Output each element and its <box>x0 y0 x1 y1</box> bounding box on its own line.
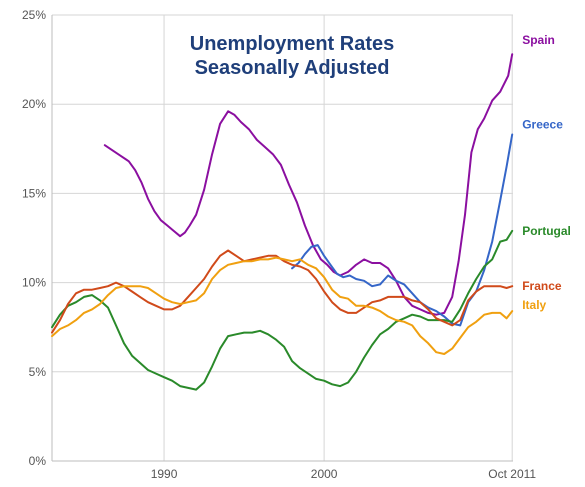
series-label-spain: Spain <box>522 33 555 47</box>
series-line-italy <box>51 256 514 355</box>
chart-title-line-1: Unemployment Rates <box>190 33 395 55</box>
y-tick-label-4: 20% <box>22 97 46 111</box>
series-labels: Spain Greece Portugal France Italy <box>522 33 571 312</box>
series-label-france: France <box>522 279 562 293</box>
x-tick-label-2: Oct 2011 <box>488 467 536 481</box>
x-tick-label-0: 1990 <box>151 467 178 481</box>
series-label-italy: Italy <box>522 298 546 312</box>
series-line-france <box>51 249 514 334</box>
y-tick-label-0: 0% <box>29 454 47 468</box>
y-tick-label-1: 5% <box>29 365 47 379</box>
y-tick-label-2: 10% <box>22 276 46 290</box>
axes <box>51 15 513 462</box>
series-line-spain <box>103 53 514 316</box>
chart-title-line-2: Seasonally Adjusted <box>195 57 390 79</box>
tick-labels: 0% 5% 10% 15% 20% 25% 1990 2000 Oct 2011 <box>22 8 536 481</box>
series-label-greece: Greece <box>522 118 563 132</box>
series-label-portugal: Portugal <box>522 224 571 238</box>
x-tick-label-1: 2000 <box>311 467 338 481</box>
y-tick-label-5: 25% <box>22 8 46 22</box>
y-tick-label-3: 15% <box>22 186 46 200</box>
series-lines <box>51 53 514 391</box>
